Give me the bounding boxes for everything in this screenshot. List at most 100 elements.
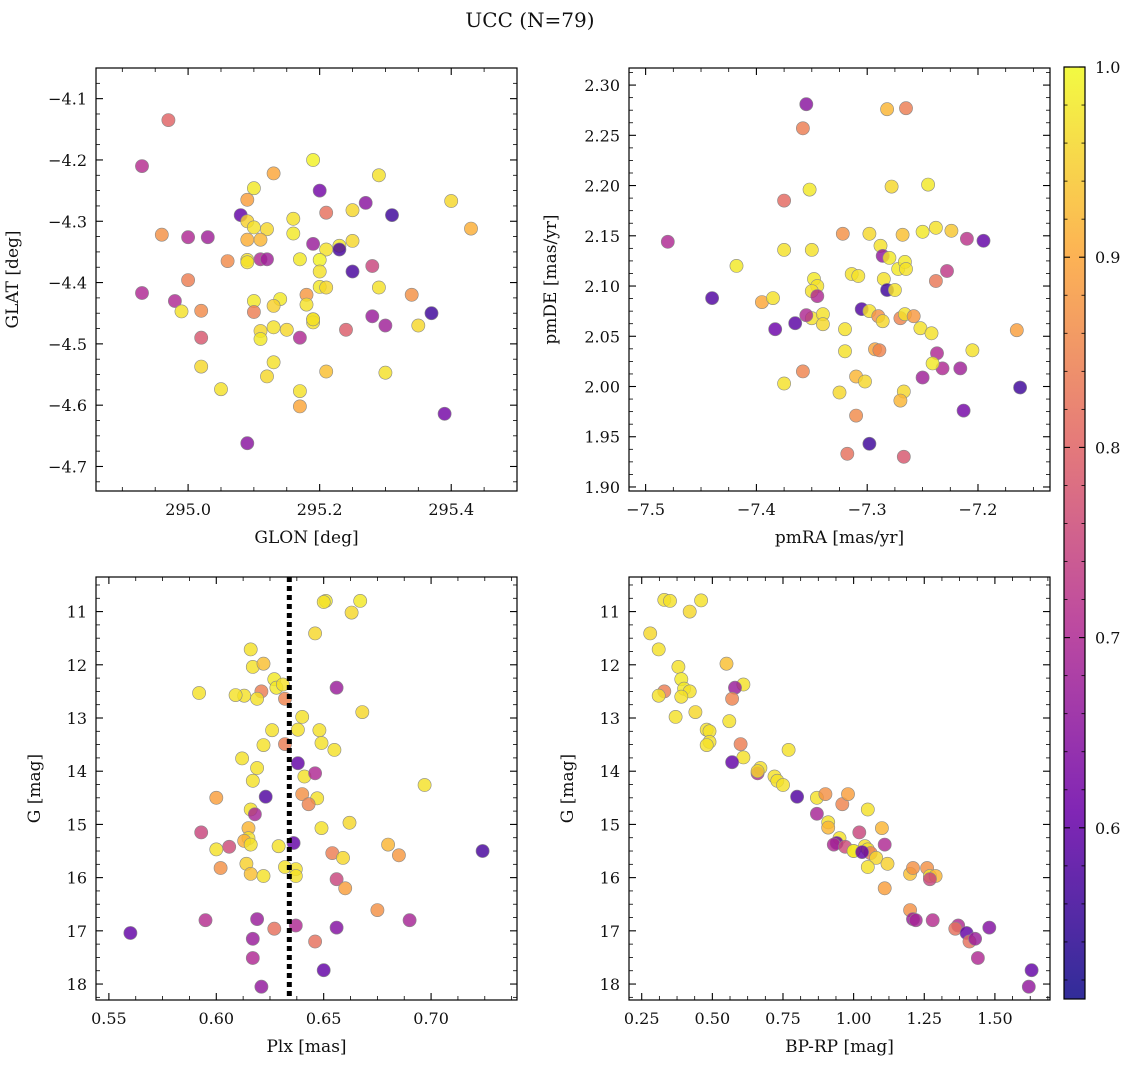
data-point: [256, 656, 271, 671]
data-point: [345, 203, 360, 218]
data-point: [256, 869, 271, 883]
data-point: [896, 449, 911, 464]
data-point: [674, 689, 689, 704]
data-point: [424, 306, 439, 321]
data-point: [826, 837, 841, 852]
data-point: [194, 330, 209, 345]
data-point: [875, 314, 890, 329]
data-point: [222, 839, 237, 854]
data-point: [292, 252, 307, 267]
x-tick-label: −7.2: [959, 500, 998, 519]
y-tick-label: 2.10: [584, 277, 620, 296]
data-point: [768, 322, 783, 337]
axes-frame: [628, 576, 1051, 1001]
data-point: [260, 222, 274, 237]
y-tick-label: 17: [67, 922, 87, 941]
data-point: [869, 851, 884, 865]
data-point: [240, 436, 255, 451]
data-point: [316, 595, 331, 609]
data-point: [312, 264, 327, 279]
panels: 295.0 295.2 295.4 −4.1 −4.2 −4.3 −4.4 −4.5 −4.6 −…: [3, 67, 1051, 1057]
data-point: [796, 121, 810, 136]
data-point: [329, 872, 344, 887]
data-point: [250, 912, 264, 926]
y-tick-label: 2.20: [584, 177, 620, 196]
y-tick-label: 2.30: [584, 76, 620, 95]
data-point: [722, 714, 737, 729]
data-point: [895, 227, 910, 242]
data-point: [267, 921, 282, 936]
data-point: [308, 766, 322, 781]
data-point: [872, 343, 887, 358]
data-point: [371, 168, 386, 183]
panel-pmra-pmde: −7.5 −7.4 −7.3 −7.2 1.90 1.95 2.00 2.05 2.10 2.15…: [541, 67, 1051, 548]
panel-bprp-g: 0.25 0.50 0.75 1.00 1.25 1.50 11 12 13 14 15 16 17 18…: [558, 576, 1051, 1057]
data-point: [344, 605, 359, 620]
panel-plx-g: 0.55 0.60 0.65 0.70 11 12 13 14 15 16 17 18 Plx [mas…: [25, 576, 518, 1057]
data-point: [929, 220, 943, 235]
y-tick-label: 18: [67, 975, 87, 994]
data-point: [776, 778, 790, 792]
data-point: [194, 825, 209, 840]
data-point: [810, 806, 824, 821]
data-point: [852, 825, 867, 840]
data-point: [860, 860, 875, 874]
data-point: [246, 220, 261, 235]
y-tick-label: 2.05: [584, 327, 620, 346]
colorbar-tick-label: 0.9: [1095, 248, 1120, 267]
data-point: [884, 179, 899, 194]
x-tick-label: 295.0: [165, 500, 211, 519]
data-point: [1013, 380, 1027, 395]
x-axis-label: GLON [deg]: [254, 528, 358, 548]
data-point: [235, 751, 249, 766]
data-point: [880, 102, 894, 117]
data-point: [437, 406, 452, 421]
data-point: [880, 856, 895, 871]
y-tick-label: 1.95: [584, 428, 620, 447]
data-point: [240, 192, 255, 207]
colorbar-tick-label: 0.6: [1095, 819, 1120, 838]
data-point: [290, 722, 305, 737]
data-point: [306, 312, 320, 327]
data-point: [924, 326, 939, 341]
points: [643, 593, 1039, 994]
data-point: [167, 294, 182, 308]
y-tick-label: 13: [67, 709, 87, 728]
data-point: [345, 264, 360, 279]
data-point: [923, 872, 937, 887]
data-point: [799, 97, 814, 112]
data-point: [266, 166, 281, 181]
data-point: [240, 255, 255, 270]
data-point: [929, 274, 943, 288]
data-point: [385, 208, 399, 222]
data-point: [275, 677, 290, 692]
data-point: [851, 269, 866, 283]
data-point: [965, 343, 980, 358]
data-point: [292, 330, 307, 345]
colorbar: 0.6 0.7 0.8 0.9 1.0: [1063, 58, 1120, 1000]
data-point: [260, 252, 274, 267]
data-point: [651, 642, 666, 657]
axes-frame: [95, 67, 518, 492]
data-point: [295, 710, 310, 724]
y-tick-label: 13: [600, 709, 620, 728]
data-point: [953, 361, 968, 376]
data-point: [381, 837, 395, 852]
data-point: [338, 881, 353, 896]
data-point: [240, 232, 255, 247]
y-tick-label: 2.15: [584, 227, 620, 246]
data-point: [908, 913, 923, 928]
data-point: [849, 408, 863, 423]
data-point: [838, 322, 852, 337]
data-point: [245, 931, 260, 946]
data-point: [671, 660, 686, 674]
data-point: [925, 356, 940, 371]
x-tick-label: 0.70: [413, 1009, 449, 1028]
data-point: [353, 594, 368, 608]
x-tick-label: 0.75: [765, 1009, 801, 1028]
data-point: [893, 393, 908, 408]
data-point: [181, 230, 195, 245]
x-tick-label: 295.2: [297, 500, 343, 519]
data-point: [292, 399, 307, 414]
